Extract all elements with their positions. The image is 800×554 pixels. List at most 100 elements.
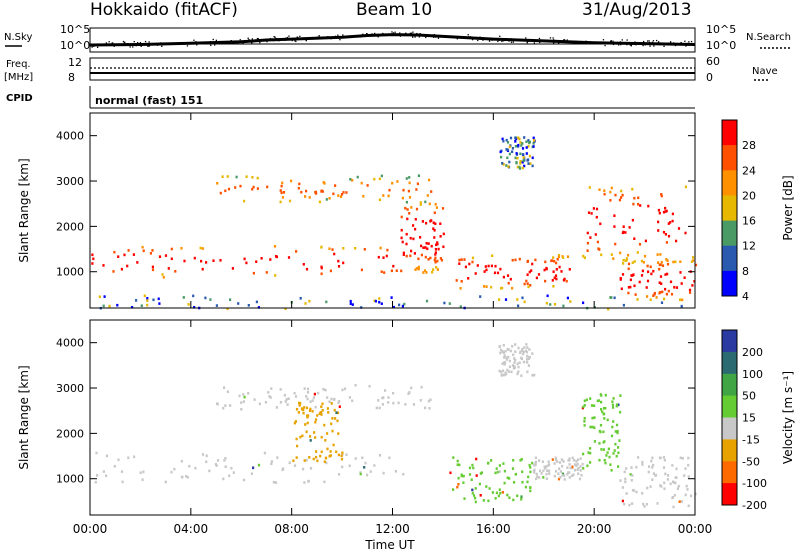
power-echo-cell (275, 255, 278, 259)
velocity-echo-cell (610, 469, 613, 472)
noise-point (382, 32, 384, 35)
power-echo-cell (490, 285, 493, 289)
power-echo-cell (506, 148, 509, 152)
noise-point (435, 36, 437, 38)
power-echo-cell (508, 160, 511, 164)
power-echo-cell (157, 297, 160, 301)
velocity-echo-cell (603, 407, 606, 410)
velocity-echo-cell (306, 397, 309, 401)
noise-point (318, 36, 320, 38)
power-echo-cell (528, 140, 531, 144)
velocity-echo-cell (164, 480, 167, 484)
velocity-echo-cell (503, 469, 506, 473)
power-echo-cell (378, 297, 381, 300)
velocity-echo-cell (474, 500, 477, 504)
velocity-echo-cell (520, 458, 523, 461)
power-echo-cell (596, 240, 599, 244)
noise-point (284, 39, 286, 41)
velocity-echo-cell (264, 401, 267, 404)
noise-point (374, 33, 376, 35)
power-echo-cell (265, 271, 268, 274)
power-echo-cell (162, 276, 165, 279)
power-echo-cell (620, 287, 623, 291)
noise-point (195, 41, 197, 43)
velocity-echo-cell (662, 456, 665, 459)
power-echo-cell (646, 279, 650, 283)
velocity-echo-cell (586, 464, 589, 468)
time-tick-label: 08:00 (274, 522, 309, 536)
noise-point (674, 44, 677, 47)
velocity-echo-cell (387, 401, 390, 404)
velocity-echo-cell (538, 476, 541, 479)
velocity-echo-cell (216, 459, 220, 462)
velocity-echo-cell (500, 370, 503, 374)
velocity-echo-cell (529, 486, 532, 489)
noise-point (135, 45, 137, 47)
noise-point (248, 38, 250, 41)
power-echo-cell (434, 222, 437, 225)
velocity-echo-cell (522, 360, 525, 364)
velocity-echo-cell (611, 400, 614, 403)
velocity-echo-cell (603, 458, 606, 462)
velocity-echo-cell (685, 484, 688, 488)
time-tick-label: 00:00 (73, 522, 108, 536)
velocity-echo-cell (527, 357, 530, 360)
power-echo-cell (680, 304, 683, 308)
power-echo-cell (501, 286, 504, 290)
velocity-echo-cell (508, 365, 511, 369)
noise-point (663, 42, 666, 45)
noise-point (418, 36, 420, 38)
noise-point (366, 33, 368, 35)
velocity-echo-cell (188, 464, 191, 468)
power-echo-cell (680, 282, 683, 285)
velocity-echo-cell (319, 454, 322, 458)
power-echo-cell (671, 219, 674, 223)
power-echo-cell (432, 227, 435, 230)
power-echo-cell (193, 256, 196, 260)
power-echo-cell (517, 143, 520, 147)
velocity-echo-cell (222, 406, 225, 410)
noise-point (512, 39, 514, 41)
power-echo-cell (644, 239, 647, 243)
velocity-colorbar-tick: -200 (742, 499, 767, 512)
power-echo-cell (692, 256, 695, 259)
noise-point (477, 39, 479, 42)
power-ytick-label: 3000 (56, 175, 84, 188)
velocity-echo-cell (509, 349, 512, 353)
power-echo-cell (552, 256, 555, 259)
velocity-echo-cell (612, 420, 615, 423)
power-echo-cell (613, 214, 616, 217)
velocity-echo-cell (324, 439, 327, 442)
power-echo-cell (598, 248, 601, 251)
power-echo-cell (545, 266, 548, 270)
velocity-echo-cell (495, 491, 498, 495)
power-echo-cell (660, 282, 663, 285)
noise-point (409, 32, 411, 34)
velocity-echo-cell (520, 495, 523, 498)
velocity-ylabel: Slant Range [km] (17, 365, 31, 469)
noise-point (160, 44, 162, 46)
velocity-echo-cell (529, 470, 532, 474)
velocity-echo-cell (508, 359, 511, 363)
velocity-echo-cell (502, 462, 505, 465)
velocity-echo-cell (535, 472, 538, 476)
velocity-echo-cell (619, 394, 622, 397)
velocity-echo-cell (551, 458, 554, 461)
power-echo-cell (671, 212, 674, 216)
velocity-echo-cell (506, 493, 509, 497)
noise-point (275, 38, 277, 40)
noise-point (231, 41, 233, 44)
velocity-echo-cell (247, 392, 250, 395)
power-echo-cell (586, 241, 589, 245)
power-echo-cell (560, 270, 563, 273)
velocity-echo-cell (327, 411, 330, 414)
velocity-echo-cell (281, 468, 284, 472)
power-echo-cell (430, 244, 433, 248)
velocity-echo-cell (544, 467, 547, 470)
power-echo-cell (342, 261, 345, 265)
noise-point (273, 40, 275, 42)
noise-point (91, 46, 93, 48)
power-echo-cell (670, 292, 674, 296)
power-echo-cell (514, 144, 517, 148)
noise-point (274, 36, 276, 38)
